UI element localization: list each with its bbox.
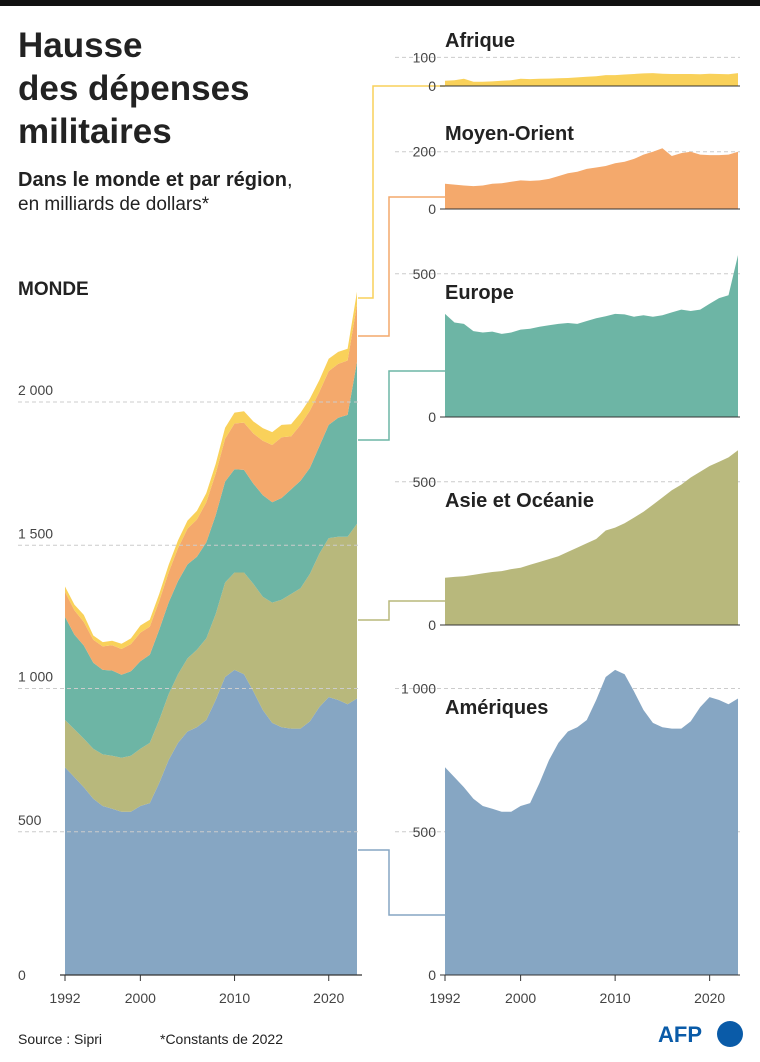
main-chart	[65, 291, 357, 975]
region-area	[445, 669, 738, 975]
x-tick-label: 2000	[505, 990, 536, 1006]
y-tick-label: 0	[18, 967, 26, 983]
region-panel: 0 200 Moyen-Orient	[395, 123, 740, 217]
region-area	[445, 255, 738, 417]
title-line: Hausse	[18, 26, 143, 65]
x-tick-label: 1992	[429, 990, 460, 1006]
x-tick-label: 2020	[313, 990, 344, 1006]
y-tick-label: 1 000	[401, 681, 436, 697]
title-line: militaires	[18, 112, 172, 151]
region-area	[445, 450, 738, 625]
stacked-area	[65, 361, 357, 758]
region-title: Afrique	[445, 30, 515, 52]
subtitle: Dans le monde et par région,	[18, 169, 293, 191]
note: *Constants de 2022	[160, 1031, 283, 1047]
connector	[358, 85, 445, 299]
stacked-area	[65, 523, 357, 812]
y-tick-label: 0	[428, 617, 436, 633]
x-tick-label: 2020	[694, 990, 725, 1006]
y-tick-label: 1 000	[18, 669, 53, 685]
x-tick-label: 2010	[219, 990, 250, 1006]
subtitle-bold: Dans le monde et par région	[18, 169, 287, 191]
region-title: Amériques	[445, 697, 548, 719]
subtitle-second: en milliards de dollars*	[18, 194, 210, 215]
logo-circle	[717, 1021, 743, 1047]
y-tick-label: 200	[413, 144, 437, 160]
y-tick-label: 1 500	[18, 525, 53, 541]
y-tick-label: 500	[413, 824, 437, 840]
region-title: Asie et Océanie	[445, 490, 594, 512]
y-tick-label: 0	[428, 967, 436, 983]
subtitle-comma: ,	[287, 169, 293, 191]
x-tick-label: 2010	[600, 990, 631, 1006]
region-title: Europe	[445, 282, 514, 304]
region-panel: 0 500 1 000 Amériques 1992 2000 2010 2020	[395, 669, 740, 1006]
title-line: des dépenses	[18, 69, 250, 108]
logo: AFP	[658, 1022, 702, 1047]
x-tick-label: 2000	[125, 990, 156, 1006]
connectors	[358, 85, 445, 916]
region-title: Moyen-Orient	[445, 123, 574, 145]
y-tick-label: 500	[18, 812, 42, 828]
connector	[358, 370, 445, 441]
connector	[358, 849, 445, 916]
connector	[358, 600, 445, 621]
region-area	[445, 73, 738, 86]
y-tick-label: 500	[413, 266, 437, 282]
source: Source : Sipri	[18, 1031, 102, 1047]
y-tick-label: 2 000	[18, 382, 53, 398]
stacked-area	[65, 304, 357, 675]
region-panel: 0 500 Europe	[395, 255, 740, 425]
region-area	[445, 148, 738, 209]
region-panel: 0 100 Afrique	[395, 30, 740, 94]
y-tick-label: 100	[413, 49, 437, 65]
connector	[358, 196, 445, 337]
region-panel: 0 500 Asie et Océanie	[395, 450, 740, 633]
x-tick-label: 1992	[49, 990, 80, 1006]
top-bar	[0, 0, 760, 6]
y-tick-label: 0	[428, 78, 436, 94]
y-tick-label: 0	[428, 201, 436, 217]
panel-label: MONDE	[18, 279, 89, 300]
y-tick-label: 0	[428, 409, 436, 425]
y-tick-label: 500	[413, 474, 437, 490]
stacked-area	[65, 669, 357, 975]
